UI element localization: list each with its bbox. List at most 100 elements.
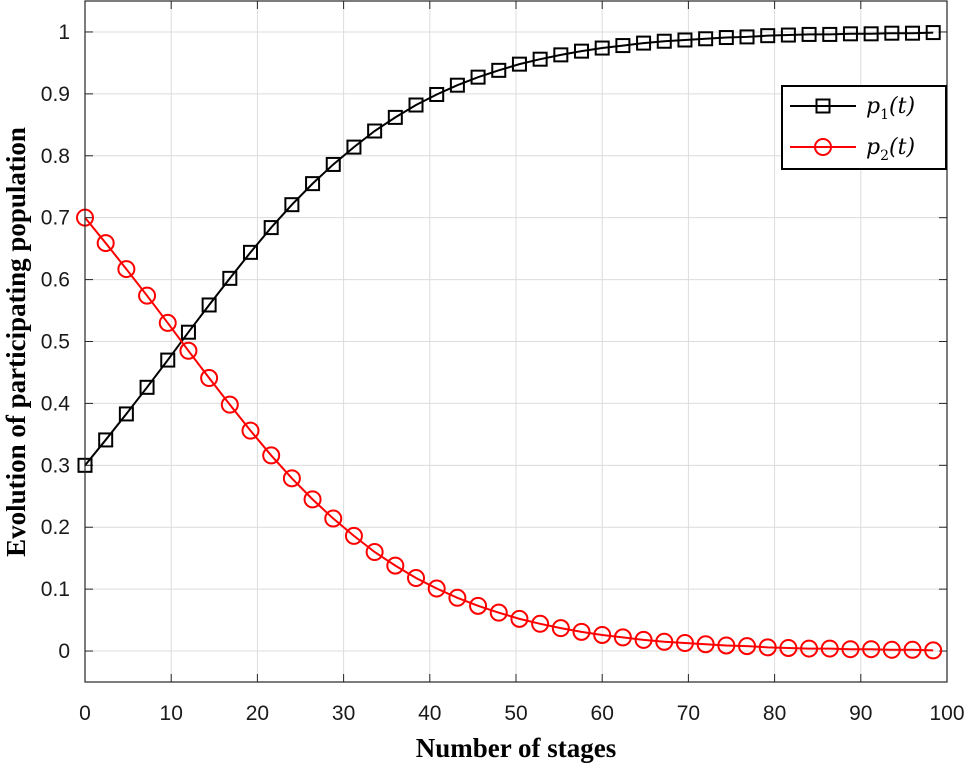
legend-label-subscript: 1 <box>880 107 889 123</box>
series-2-point <box>717 636 736 655</box>
series-2-point <box>179 341 198 360</box>
series-2-point <box>138 286 157 305</box>
series-1-point <box>677 32 693 48</box>
series-1-point <box>822 26 838 42</box>
series-1-point <box>139 379 155 395</box>
x-tick-label: 100 <box>929 702 964 725</box>
series-2-point <box>779 638 798 657</box>
series-2-point <box>220 395 239 414</box>
series-1-point <box>511 56 527 72</box>
series-1-point <box>925 25 941 41</box>
series-2-point <box>469 596 488 615</box>
y-tick-label: 0.5 <box>41 331 70 354</box>
legend-box <box>781 85 947 170</box>
series-1-point <box>574 43 590 59</box>
series-1 <box>77 25 941 473</box>
series-2-point <box>344 526 363 545</box>
series-2-point <box>324 509 343 528</box>
x-tick-label: 70 <box>677 702 700 725</box>
series-2-point <box>117 260 136 279</box>
x-tick-label: 0 <box>79 702 91 725</box>
series-1-point <box>429 86 445 102</box>
series-2-point <box>800 639 819 658</box>
x-tick-label: 90 <box>849 702 872 725</box>
plot-frame <box>84 0 948 683</box>
series-1-point <box>615 38 631 54</box>
series-1-point <box>532 51 548 67</box>
x-tick-label: 60 <box>591 702 614 725</box>
series-2-point <box>634 630 653 649</box>
series-2-point <box>531 614 550 633</box>
legend: p1(t)p2(t) <box>781 85 947 170</box>
series-1-point <box>160 352 176 368</box>
series-1-point <box>325 156 341 172</box>
series-2-point <box>696 635 715 654</box>
y-axis-label: Evolution of participating population <box>1 127 31 557</box>
x-tick-label: 80 <box>763 702 786 725</box>
series-2-point <box>262 446 281 465</box>
series-2-point <box>758 638 777 657</box>
series-2-point <box>386 556 405 575</box>
series-2-point <box>96 234 115 253</box>
series-1-point <box>780 27 796 43</box>
series-2-point <box>510 609 529 628</box>
series-1-point <box>884 25 900 41</box>
series-1-point <box>739 29 755 45</box>
series-2 <box>76 208 943 660</box>
series-1-point <box>905 25 921 41</box>
series-2-point <box>241 421 260 440</box>
y-tick-labels: 0 0.1 0.2 0.3 0.4 0.5 0.6 0.7 0.8 0.9 1 <box>41 21 71 663</box>
series-1-point <box>636 35 652 51</box>
y-tick-label: 0.3 <box>41 454 70 477</box>
series-1-point <box>263 220 279 236</box>
x-tick-label: 30 <box>332 702 355 725</box>
series-1-point <box>367 123 383 139</box>
series-2-point <box>841 640 860 659</box>
series-1-line <box>84 31 934 466</box>
legend-label: p1(t) <box>866 94 915 123</box>
y-tick-label: 0.1 <box>41 578 70 601</box>
y-tick-label: 0 <box>58 640 70 663</box>
series-1-point <box>449 77 465 93</box>
legend-label-base: p <box>866 135 880 160</box>
legend-label-suffix: (t) <box>889 94 915 119</box>
x-tick-label: 10 <box>160 702 183 725</box>
y-tick-label: 1 <box>58 21 70 44</box>
series-1-point <box>698 31 714 47</box>
series-1-point <box>760 28 776 44</box>
legend-marker <box>815 98 831 114</box>
series-1-point <box>842 26 858 42</box>
series-1-point <box>222 270 238 286</box>
series-2-point <box>924 641 943 660</box>
series-1-point <box>387 109 403 125</box>
series-1-point <box>408 97 424 113</box>
series-2-point <box>303 490 322 509</box>
series-2-point <box>903 640 922 659</box>
x-tick-label: 20 <box>246 702 269 725</box>
legend-entry-1: p1(t) <box>790 94 915 123</box>
legend-label-suffix: (t) <box>889 135 915 160</box>
y-tick-label: 0.6 <box>41 269 70 292</box>
series-2-point <box>489 603 508 622</box>
series-1-point <box>346 139 362 155</box>
series-2-point <box>593 625 612 644</box>
series-2-point <box>448 588 467 607</box>
series-1-point <box>118 406 134 422</box>
y-tick-label: 0.4 <box>41 392 71 415</box>
x-axis-label: Number of stages <box>416 733 616 763</box>
series-2-point <box>365 542 384 561</box>
series-1-point <box>801 26 817 42</box>
series-2-point <box>200 369 219 388</box>
series-1-point <box>656 33 672 49</box>
series-1-point <box>863 26 879 42</box>
x-tick-label: 50 <box>504 702 527 725</box>
series-1-point <box>98 432 114 448</box>
y-tick-label: 0.9 <box>41 83 70 106</box>
y-tick-label: 0.7 <box>41 207 70 230</box>
series-2-point <box>407 568 426 587</box>
series-1-point <box>553 47 569 63</box>
series-2-point <box>282 469 301 488</box>
series-1-point <box>594 40 610 56</box>
series-1-point <box>491 62 507 78</box>
